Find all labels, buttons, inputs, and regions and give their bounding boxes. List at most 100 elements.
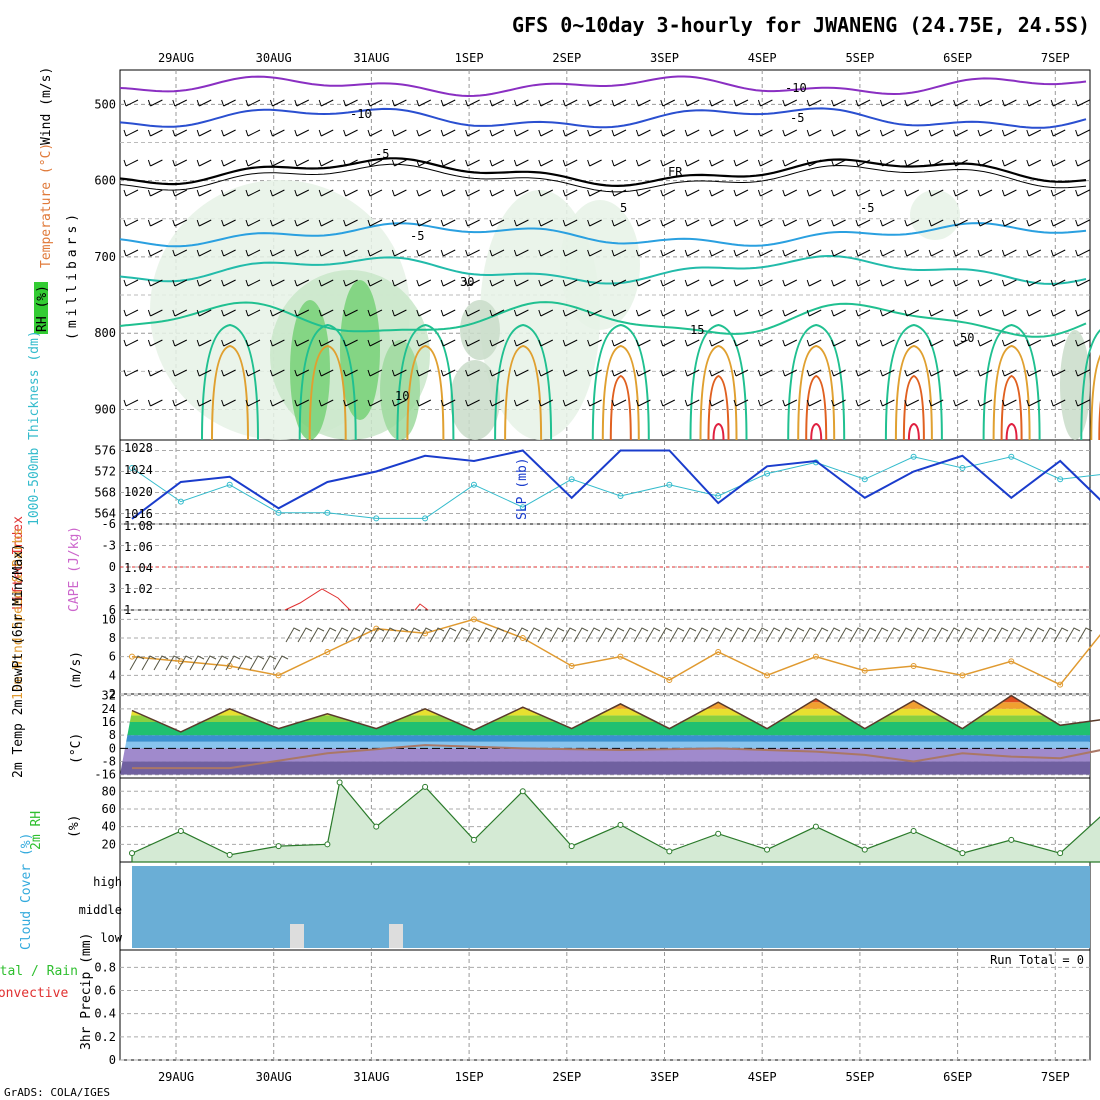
- wind-barb: [806, 339, 822, 347]
- wind-barb: [684, 219, 700, 227]
- temp-color-band: [120, 741, 1090, 749]
- contour-10-loop: [201, 323, 259, 441]
- surface-wind-barb: [693, 627, 709, 643]
- wind-barb: [538, 399, 554, 407]
- surface-wind-barb: [525, 627, 541, 643]
- wind-barb: [928, 249, 944, 257]
- wind-barb: [343, 399, 358, 407]
- wind-barb: [587, 129, 602, 137]
- wind-barb: [318, 99, 334, 107]
- rh-axis-label: RH (%): [35, 285, 50, 332]
- wind-barb: [928, 369, 944, 377]
- wind-barb: [294, 249, 310, 257]
- wind-barb: [1026, 159, 1042, 167]
- surface-wind-barb: [249, 655, 265, 671]
- wind-barb: [245, 279, 261, 287]
- wind-barb: [1001, 129, 1017, 137]
- wind-barb: [269, 129, 285, 137]
- surface-wind-barb: [597, 627, 613, 643]
- wind-barb: [1026, 99, 1042, 107]
- surface-wind-barb: [741, 627, 757, 643]
- wind-barb: [245, 219, 261, 227]
- wind-barb: [879, 369, 895, 377]
- wind-barb: [538, 249, 554, 257]
- temp-tick: 0: [109, 741, 116, 755]
- wind-barb: [513, 249, 529, 257]
- wind-barb: [367, 159, 383, 167]
- surface-wind-barb: [333, 627, 349, 643]
- wind-barb: [538, 279, 554, 287]
- wind-barb: [196, 249, 212, 257]
- wind-barb: [1075, 189, 1090, 197]
- wind-barb: [660, 129, 676, 137]
- wind-barb: [684, 189, 700, 197]
- wind-barb: [196, 189, 212, 197]
- wind-barb: [904, 219, 920, 227]
- wind-barb: [904, 159, 920, 167]
- wind-barb: [1026, 279, 1042, 287]
- wind-barb: [953, 369, 968, 377]
- date-axis-bottom: 29AUG 30AUG 31AUG 1SEP 2SEP 3SEP 4SEP 5SEP 6SEP 7…: [158, 1070, 1070, 1084]
- wind-barb: [1075, 339, 1090, 347]
- wind-barb: [928, 189, 944, 197]
- wind-barb: [538, 369, 554, 377]
- wind-barb: [733, 99, 749, 107]
- wind-barb: [343, 159, 358, 167]
- wind-barb: [465, 99, 480, 107]
- wind-barb: [684, 339, 700, 347]
- temp-color-band: [120, 722, 1090, 736]
- wind-barb: [147, 249, 163, 257]
- date-label-bottom: 3SEP: [650, 1070, 679, 1084]
- wind-barb: [684, 159, 700, 167]
- rh-shade-region: [1060, 330, 1090, 440]
- wind-barb: [440, 339, 456, 347]
- wind-barb: [294, 279, 310, 287]
- wind-axis-label: Wind (m/s): [39, 67, 54, 145]
- surface-wind-barb: [921, 627, 937, 643]
- wind-tick: 4: [109, 668, 116, 682]
- surface-wind-barb: [585, 627, 601, 643]
- wind-barb: [489, 369, 505, 377]
- cloud-gap-2: [389, 924, 403, 948]
- contour-20-loop: [805, 374, 828, 441]
- wind-barb: [611, 219, 627, 227]
- cloud-level-middle: middle: [79, 903, 122, 917]
- rh-tick: 80: [102, 784, 116, 798]
- contour-15-loop: [992, 344, 1031, 441]
- contour-15-loop: [601, 344, 640, 441]
- surface-wind-barb: [213, 655, 229, 671]
- rh-point: [617, 821, 624, 828]
- date-label-top: 2SEP: [552, 51, 581, 65]
- surface-wind-barb: [657, 627, 673, 643]
- wind-barb: [879, 189, 895, 197]
- wind-barb: [953, 279, 968, 287]
- wind-barb: [562, 129, 578, 137]
- wind-barb: [538, 159, 554, 167]
- wind-barb: [611, 369, 627, 377]
- wind-barb: [416, 399, 432, 407]
- wind-barb: [147, 369, 163, 377]
- wind-barb: [782, 129, 798, 137]
- wind-barb: [294, 99, 310, 107]
- wind-barb: [513, 219, 529, 227]
- wind-barb: [1050, 219, 1066, 227]
- wind-barb: [513, 159, 529, 167]
- wind-barb: [318, 369, 334, 377]
- wind-barb: [977, 249, 993, 257]
- surface-wind-barb: [453, 627, 469, 643]
- date-label-top: 29AUG: [158, 51, 194, 65]
- wind-barb: [831, 309, 846, 317]
- wind-barb: [172, 99, 188, 107]
- surface-wind-barb: [345, 627, 361, 643]
- wind-barb: [465, 159, 480, 167]
- wind-barb: [611, 129, 627, 137]
- wind-barb: [416, 129, 432, 137]
- surface-wind-barb: [609, 627, 625, 643]
- wind-barb: [782, 159, 798, 167]
- wind-barb: [928, 309, 944, 317]
- slp-tick: 1028: [124, 441, 153, 455]
- wind-barb: [172, 129, 188, 137]
- wind-barb: [440, 129, 456, 137]
- wind-barb: [416, 279, 432, 287]
- wind-barb: [391, 369, 407, 377]
